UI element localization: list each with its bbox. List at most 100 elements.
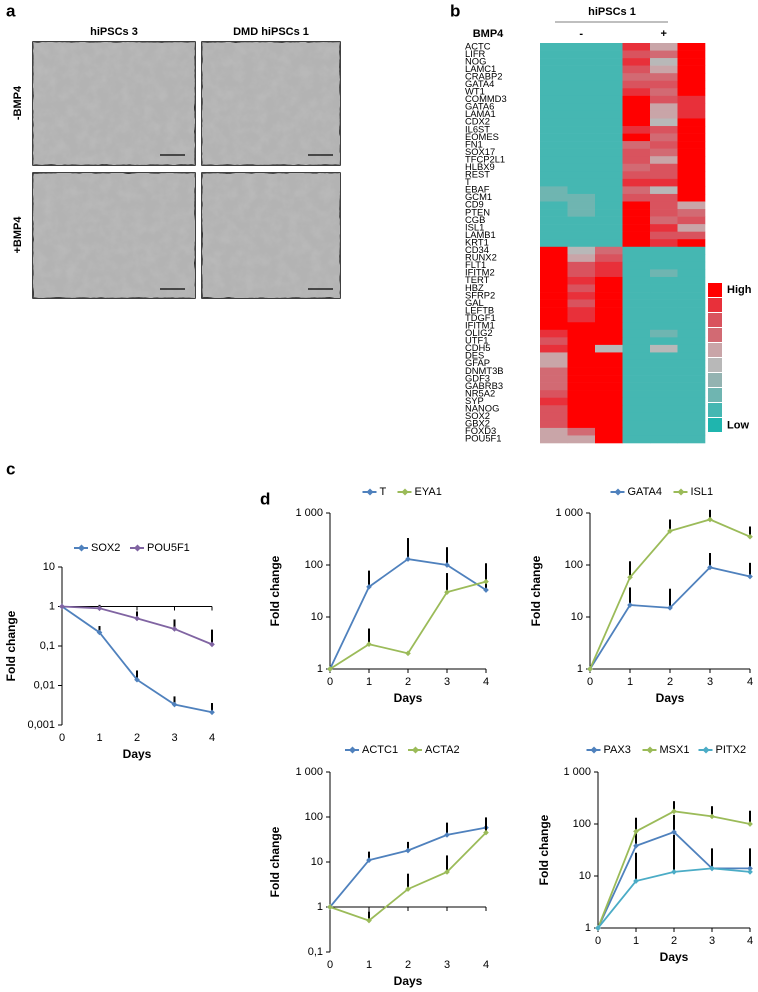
heatmap-cell: [650, 80, 678, 89]
heatmap-cell: [595, 254, 623, 263]
y-tick-label: 10: [571, 611, 583, 623]
legend-label: ACTC1: [362, 744, 398, 756]
heatmap-cell: [622, 186, 651, 195]
point: [327, 666, 333, 672]
gene-label: SYP: [465, 395, 484, 406]
y-axis-title: Fold change: [268, 826, 282, 897]
heatmap-cell: [540, 344, 568, 353]
heatmap-cell: [595, 224, 623, 232]
heatmap-cell: [622, 118, 651, 127]
x-tick-label: 0: [595, 935, 601, 947]
y-tick-label: 1 000: [295, 766, 323, 778]
point: [171, 701, 178, 708]
heatmap-cell: [622, 209, 651, 217]
heatmap-cell: [595, 284, 623, 293]
point: [627, 574, 633, 581]
heatmap-cell: [595, 126, 623, 134]
heatmap-cell: [567, 50, 596, 59]
heatmap-cell: [677, 435, 706, 444]
heatmap-cell: [540, 390, 568, 399]
x-tick-label: 2: [671, 935, 677, 947]
y-tick-label: 10: [311, 856, 323, 868]
heatmap-cell: [677, 239, 706, 248]
heatmap-cell: [677, 201, 706, 210]
heatmap-cell: [650, 103, 678, 112]
heatmap-cell: [622, 292, 651, 300]
heatmap-cell: [540, 276, 568, 285]
point: [405, 847, 411, 854]
heatmap-cell: [622, 412, 651, 421]
heatmap-cell: [622, 178, 651, 187]
heatmap-cell: [540, 80, 568, 89]
heatmap-cell: [595, 231, 623, 240]
colorbar-label: Low: [727, 419, 749, 431]
heatmap-cell: [650, 352, 678, 361]
legend-marker: [366, 488, 374, 496]
colorbar-swatch: [708, 403, 722, 417]
heatmap-cell: [622, 50, 651, 59]
heatmap-cell: [650, 148, 678, 157]
point: [59, 603, 65, 610]
point: [366, 641, 372, 648]
micrograph-texture: [33, 173, 195, 298]
heatmap-cell: [595, 344, 623, 353]
heatmap-cell: [677, 163, 706, 172]
legend-label: MSX1: [660, 744, 690, 756]
heatmap-cell: [595, 171, 623, 180]
heatmap-cell: [677, 58, 706, 66]
micrograph-texture: [202, 42, 340, 165]
heatmap-cell: [595, 178, 623, 187]
y-tick-label: 1: [317, 901, 323, 913]
heatmap-cell: [540, 314, 568, 323]
gene-label: SOX2: [465, 410, 490, 421]
heatmap-cell: [650, 390, 678, 399]
point: [444, 562, 450, 568]
point: [96, 605, 103, 612]
heatmap-cell: [677, 412, 706, 421]
heatmap-cell: [677, 405, 706, 414]
heatmap-cell: [567, 209, 596, 217]
heatmap-cell: [622, 276, 651, 285]
heatmap-cell: [595, 141, 623, 149]
heatmap-cell: [567, 322, 596, 331]
heatmap-cell: [540, 337, 568, 346]
gene-label: CDH5: [465, 342, 491, 353]
heatmap-cell: [567, 284, 596, 293]
heatmap-cell: [595, 352, 623, 361]
heatmap-cell: [567, 163, 596, 172]
heatmap-cell: [622, 80, 651, 89]
heatmap-cell: [540, 397, 568, 406]
heatmap-cell: [622, 397, 651, 406]
heatmap-cell: [677, 284, 706, 293]
heatmap-cell: [677, 390, 706, 399]
gene-label: IL6ST: [465, 123, 490, 134]
heatmap-cell: [677, 352, 706, 361]
heatmap-cell: [567, 420, 596, 429]
heatmap-cell: [567, 254, 596, 263]
heatmap-cell: [622, 329, 651, 338]
heatmap-cell: [567, 133, 596, 142]
heatmap-cell: [650, 284, 678, 293]
legend-label: GATA4: [628, 486, 662, 498]
heatmap-cell: [540, 103, 568, 112]
x-tick-label: 1: [627, 676, 633, 688]
y-tick-label: 100: [565, 559, 583, 571]
heatmap-cell: [650, 299, 678, 308]
heatmap-cell: [595, 314, 623, 323]
y-axis-title: Fold change: [4, 610, 18, 681]
heatmap-cell: [540, 88, 568, 97]
heatmap-cell: [595, 292, 623, 300]
gene-label: SOX17: [465, 146, 495, 157]
heatmap-cell: [677, 216, 706, 225]
panel-label: b: [450, 1, 460, 20]
y-tick-label: 10: [43, 561, 55, 573]
heatmap-cell: [595, 382, 623, 391]
x-tick-label: 1: [366, 959, 372, 971]
legend-label: ISL1: [691, 486, 714, 498]
heatmap-cell: [567, 193, 596, 202]
colorbar-label: High: [727, 284, 752, 296]
heatmap-cell: [650, 412, 678, 421]
heatmap-cell: [567, 337, 596, 346]
heatmap-cell: [567, 412, 596, 421]
point: [405, 556, 411, 562]
